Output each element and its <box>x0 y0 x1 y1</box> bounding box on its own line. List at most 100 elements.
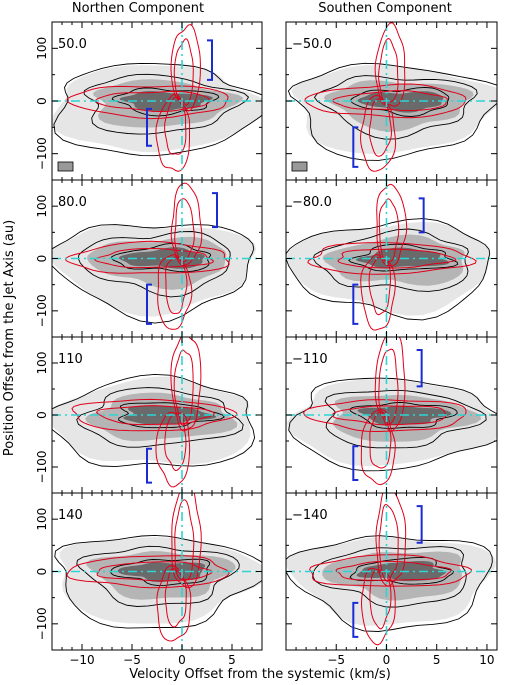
x-tick-label: 0 <box>383 653 391 667</box>
model-contour <box>374 22 406 107</box>
model-contour <box>378 198 400 263</box>
region-bracket <box>352 126 359 168</box>
x-tick-label: −5 <box>123 653 141 667</box>
panel-1: −50.0 <box>285 21 498 181</box>
panel-plot-area <box>286 337 497 493</box>
beam-marker <box>291 161 308 172</box>
x-tick-label: −5 <box>327 653 345 667</box>
region-bracket <box>146 283 152 325</box>
model-contour <box>164 568 187 628</box>
y-tick-label: 100 <box>35 37 49 60</box>
panel-label: −50.0 <box>292 37 332 52</box>
data-contour <box>287 62 497 161</box>
model-contour <box>173 349 194 426</box>
panel-7: −5 0 5 10 −140 <box>285 492 498 667</box>
x-tick-label: 10 <box>479 653 494 667</box>
panel-plot-area <box>52 22 262 180</box>
region-bracket <box>352 283 359 325</box>
y-axis-label: Position Offset from the Jet Axis (au) <box>2 220 17 456</box>
region-bracket <box>207 39 213 81</box>
x-tick-label: 0 <box>178 653 186 667</box>
x-axis-label: Velocity Offset from the systemic (km/s) <box>129 667 391 682</box>
model-contour <box>335 560 453 581</box>
panel-6: −100 0 100 −10 −5 0 5 140 <box>35 492 263 667</box>
region-bracket <box>418 197 425 234</box>
panel-label: 140 <box>58 508 83 523</box>
region-bracket <box>146 107 152 147</box>
model-contour <box>378 348 399 425</box>
model-contour <box>369 98 392 157</box>
region-bracket <box>416 349 423 388</box>
region-bracket <box>352 601 359 638</box>
panel-plot-area <box>52 493 262 650</box>
panel-3: −80.0 <box>285 179 498 338</box>
panel-plot-area <box>286 22 497 180</box>
region-bracket <box>416 505 423 544</box>
data-contour <box>286 218 491 321</box>
model-contour <box>164 96 187 155</box>
model-contour <box>378 37 399 103</box>
model-contour <box>66 555 230 589</box>
model-contour <box>171 493 202 589</box>
model-contour <box>368 256 392 316</box>
model-contour <box>174 198 195 263</box>
panel-4: −100 0 100 110 <box>35 336 263 494</box>
panel-0: −100 0 100 50.0 <box>35 21 263 181</box>
y-tick-label: 0 <box>35 255 49 263</box>
data-contour <box>118 402 225 429</box>
y-tick-label: 100 <box>35 195 49 218</box>
y-tick-label: 100 <box>35 352 49 375</box>
data-contour <box>349 402 458 429</box>
data-contour <box>313 75 478 140</box>
panel-label: 50.0 <box>58 37 87 52</box>
panel-label: −110 <box>292 352 328 367</box>
model-contour <box>165 256 188 315</box>
panel-plot-area <box>52 180 262 337</box>
region-bracket <box>146 447 152 484</box>
model-contour <box>378 503 399 582</box>
model-contour <box>376 183 408 267</box>
y-tick-label: 0 <box>35 97 49 105</box>
panel-2: −100 0 100 80.0 <box>35 179 263 338</box>
model-contour <box>174 499 195 582</box>
data-contour <box>286 535 493 632</box>
y-tick-label: −100 <box>35 294 49 327</box>
data-contour <box>52 373 256 468</box>
y-tick-label: −100 <box>35 607 49 640</box>
model-contour <box>303 399 467 433</box>
panel-plot-area <box>286 180 497 337</box>
panel-label: −140 <box>292 508 328 523</box>
y-tick-label: 100 <box>35 508 49 531</box>
data-contour <box>288 377 497 472</box>
model-contour <box>170 337 202 432</box>
panel-label: 80.0 <box>58 195 87 210</box>
panel-plot-area <box>52 337 262 493</box>
model-contour <box>369 411 392 469</box>
panel-label: 110 <box>58 352 83 367</box>
data-contour <box>324 389 487 449</box>
region-bracket <box>212 192 218 229</box>
model-contour <box>369 570 392 630</box>
region-bracket <box>352 445 359 481</box>
data-contour <box>53 62 262 157</box>
x-tick-label: 5 <box>433 653 441 667</box>
beam-marker <box>57 161 74 172</box>
model-contour <box>374 337 406 432</box>
model-contour <box>170 23 201 112</box>
x-tick-label: −10 <box>69 653 94 667</box>
panel-label: −80.0 <box>292 195 332 210</box>
model-contour <box>375 493 407 587</box>
column-title-northern: Northen Component <box>72 1 204 16</box>
panel-5: −110 <box>285 336 498 494</box>
column-title-southern: Southen Component <box>318 1 452 16</box>
y-tick-label: −100 <box>35 451 49 484</box>
x-tick-label: 5 <box>228 653 236 667</box>
y-tick-label: −100 <box>35 137 49 170</box>
panel-plot-area <box>286 493 497 650</box>
data-contour <box>52 224 255 324</box>
model-contour <box>337 248 457 269</box>
y-tick-label: 0 <box>35 411 49 419</box>
data-contour <box>76 387 244 448</box>
